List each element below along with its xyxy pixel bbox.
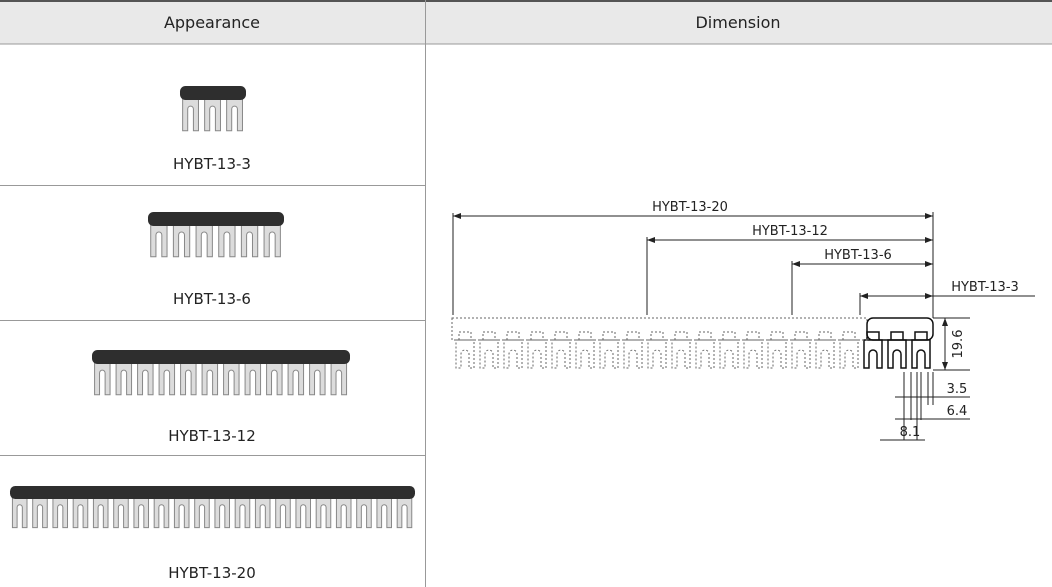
dimension-label: 3.5 <box>947 382 968 397</box>
fork-outline <box>791 331 811 369</box>
arrowheads <box>453 213 948 370</box>
fork <box>32 493 48 529</box>
fork-outline <box>455 331 475 369</box>
dimension-label: 6.4 <box>947 404 968 419</box>
fork <box>133 493 150 529</box>
fork <box>223 357 240 396</box>
model-label: HYBT-13-12 <box>168 427 256 445</box>
fork-outline <box>887 331 907 369</box>
header: Dimension <box>695 13 780 32</box>
fork-outline <box>503 331 523 369</box>
fork <box>153 493 170 529</box>
fork <box>201 357 219 396</box>
fork-outline <box>815 331 835 369</box>
fork <box>376 493 393 529</box>
fork <box>287 357 305 396</box>
fork <box>92 493 109 529</box>
fork <box>137 357 154 396</box>
length-label: HYBT-13-20 <box>652 200 728 215</box>
fork <box>263 219 281 258</box>
fork-outline <box>647 331 667 369</box>
fork-outline <box>623 331 643 369</box>
fork <box>173 493 190 529</box>
fork-outline <box>719 331 739 369</box>
bar-outline <box>451 317 868 341</box>
fork-outline <box>479 331 499 369</box>
fork <box>244 357 262 396</box>
fork <box>396 493 413 529</box>
fork <box>356 493 372 529</box>
fork-outline <box>911 331 931 369</box>
jumper-image <box>10 486 415 529</box>
fork-outline <box>671 331 691 369</box>
fork <box>214 493 231 529</box>
fork <box>195 219 213 258</box>
fork <box>330 357 348 396</box>
fork-outline <box>695 331 715 369</box>
fork-outline <box>767 331 787 369</box>
fork <box>172 219 191 258</box>
fork <box>11 493 28 529</box>
dimension-label: 8.1 <box>900 425 921 440</box>
fork-outline <box>863 331 883 369</box>
jumper-image <box>148 212 284 258</box>
fork <box>335 493 352 529</box>
fork <box>94 357 111 396</box>
fork <box>254 493 271 529</box>
fork-outline <box>527 331 547 369</box>
jumper-image <box>92 350 350 396</box>
bar <box>180 86 246 100</box>
fork-outline <box>575 331 595 369</box>
fork <box>266 357 283 396</box>
model-label: HYBT-13-20 <box>168 564 256 582</box>
length-label: HYBT-13-6 <box>824 248 892 263</box>
bar-outline <box>866 317 934 341</box>
length-label: HYBT-13-12 <box>752 224 828 239</box>
bar <box>148 212 284 226</box>
fork <box>204 93 221 132</box>
fork <box>226 93 243 132</box>
fork <box>180 357 197 396</box>
header-bg <box>0 0 1052 44</box>
fork <box>182 93 199 132</box>
fork <box>315 493 332 529</box>
fork-outline <box>599 331 619 369</box>
fork-outline <box>839 331 859 369</box>
fork <box>309 357 326 396</box>
jumper-image <box>180 86 246 132</box>
fork <box>113 493 129 529</box>
fork <box>194 493 210 529</box>
model-label: HYBT-13-6 <box>173 290 251 308</box>
dimension-lines <box>452 212 1035 441</box>
model-label: HYBT-13-3 <box>173 155 251 173</box>
fork <box>218 219 236 258</box>
fork <box>234 493 251 529</box>
length-label: HYBT-13-3 <box>951 280 1019 295</box>
fork <box>115 357 133 396</box>
fork <box>150 219 168 258</box>
bar <box>92 350 350 364</box>
fork <box>295 493 312 529</box>
dimension-label: 19.6 <box>951 330 966 359</box>
fork <box>240 219 259 258</box>
fork <box>158 357 176 396</box>
fork-outline <box>551 331 571 369</box>
bar <box>10 486 415 499</box>
fork <box>72 493 89 529</box>
fork-outline <box>743 331 763 369</box>
header: Appearance <box>164 13 260 32</box>
fork <box>52 493 69 529</box>
fork <box>275 493 291 529</box>
strip-drawing <box>451 317 934 369</box>
